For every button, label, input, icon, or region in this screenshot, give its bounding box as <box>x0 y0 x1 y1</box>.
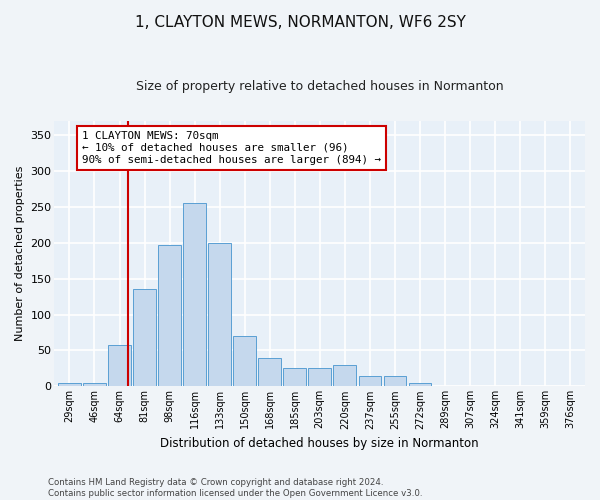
Title: Size of property relative to detached houses in Normanton: Size of property relative to detached ho… <box>136 80 503 93</box>
Text: 1 CLAYTON MEWS: 70sqm
← 10% of detached houses are smaller (96)
90% of semi-deta: 1 CLAYTON MEWS: 70sqm ← 10% of detached … <box>82 132 381 164</box>
Bar <box>359 376 381 386</box>
Bar <box>58 383 81 386</box>
Text: Contains HM Land Registry data © Crown copyright and database right 2024.
Contai: Contains HM Land Registry data © Crown c… <box>48 478 422 498</box>
Bar <box>184 203 206 386</box>
Text: 1, CLAYTON MEWS, NORMANTON, WF6 2SY: 1, CLAYTON MEWS, NORMANTON, WF6 2SY <box>134 15 466 30</box>
Bar <box>158 245 181 386</box>
Y-axis label: Number of detached properties: Number of detached properties <box>15 166 25 341</box>
Bar <box>409 383 431 386</box>
Bar <box>233 336 256 386</box>
Bar <box>308 368 331 386</box>
Bar <box>283 368 306 386</box>
Bar <box>208 242 231 386</box>
Bar <box>83 383 106 386</box>
Bar <box>108 346 131 387</box>
Bar <box>259 358 281 386</box>
Bar <box>133 290 156 386</box>
Bar <box>383 376 406 386</box>
X-axis label: Distribution of detached houses by size in Normanton: Distribution of detached houses by size … <box>160 437 479 450</box>
Bar <box>334 365 356 386</box>
